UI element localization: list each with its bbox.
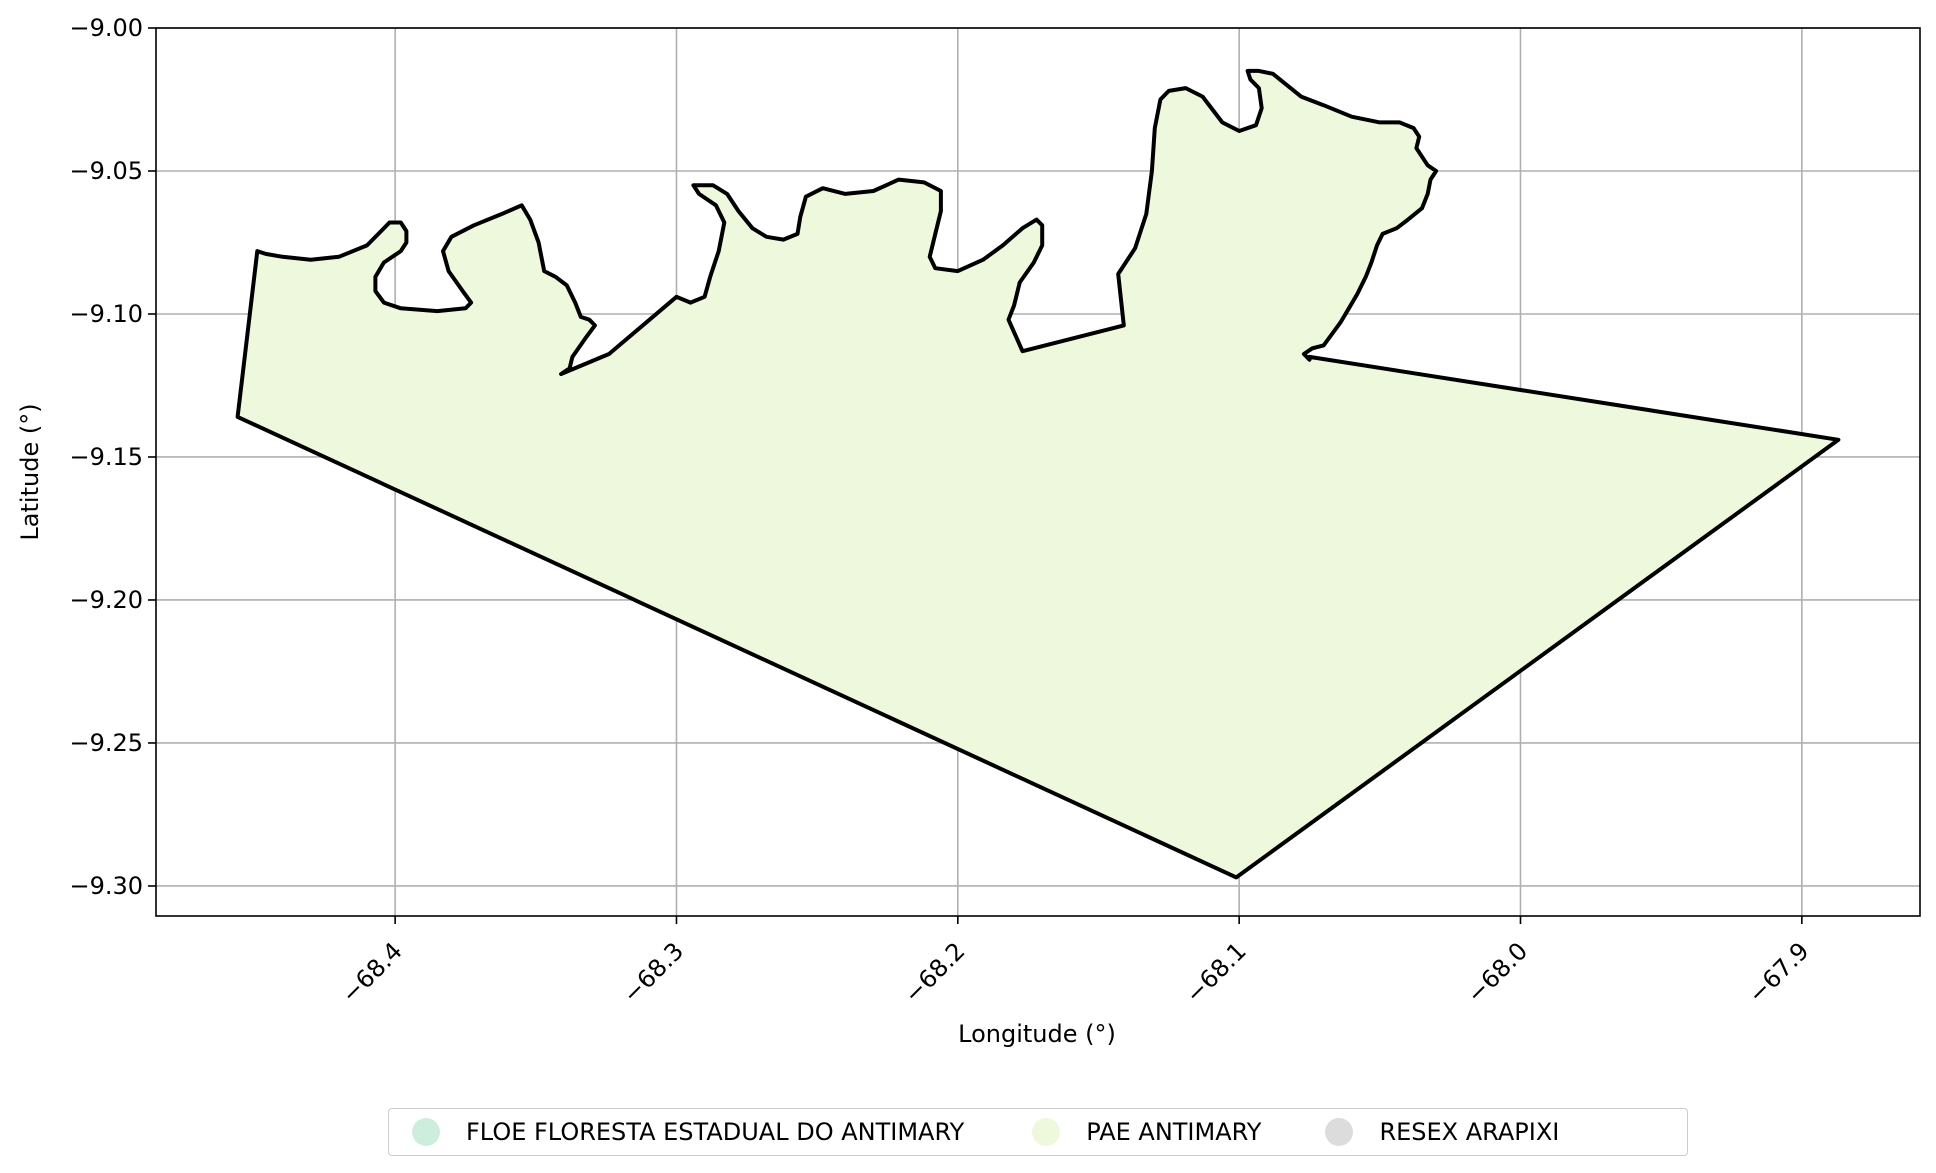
x-tick-label: −68.2 <box>899 937 971 1009</box>
y-tick-label: −9.20 <box>69 586 143 614</box>
legend-item-floe: FLOE FLORESTA ESTADUAL DO ANTIMARY <box>412 1109 964 1155</box>
x-tick-label: −68.1 <box>1180 937 1252 1009</box>
y-tick-label: −9.00 <box>69 14 143 42</box>
legend-label-resex: RESEX ARAPIXI <box>1379 1118 1560 1146</box>
x-tick-label: −68.4 <box>336 937 408 1009</box>
legend-item-pae: PAE ANTIMARY <box>1032 1109 1261 1155</box>
legend-label-floe: FLOE FLORESTA ESTADUAL DO ANTIMARY <box>466 1118 965 1146</box>
x-tick-label: −67.9 <box>1743 937 1815 1009</box>
x-tick-label: −68.0 <box>1461 937 1533 1009</box>
x-axis-ticks: −68.4 −68.3 −68.2 −68.1 −68.0 −67.9 <box>336 916 1815 1009</box>
x-tick-label: −68.3 <box>617 937 689 1009</box>
y-tick-label: −9.15 <box>69 443 143 471</box>
pae-antimary-polygon <box>235 68 1841 880</box>
y-tick-label: −9.05 <box>69 157 143 185</box>
legend-marker-pae <box>1032 1118 1061 1146</box>
y-tick-label: −9.30 <box>69 872 143 900</box>
y-axis-title: Latitude (°) <box>16 403 44 540</box>
legend-item-resex: RESEX ARAPIXI <box>1325 1109 1559 1155</box>
x-axis-title: Longitude (°) <box>958 1020 1116 1048</box>
y-axis-ticks: −9.00 −9.05 −9.10 −9.15 −9.20 −9.25 −9.30 <box>69 14 156 900</box>
y-tick-label: −9.25 <box>69 729 143 757</box>
plot-frame <box>155 27 1921 917</box>
legend-label-pae: PAE ANTIMARY <box>1086 1118 1262 1146</box>
legend-marker-resex <box>1325 1118 1354 1146</box>
legend-marker-floe <box>412 1118 440 1146</box>
legend: FLOE FLORESTA ESTADUAL DO ANTIMARY PAE A… <box>388 1108 1688 1156</box>
y-tick-label: −9.10 <box>69 300 143 328</box>
